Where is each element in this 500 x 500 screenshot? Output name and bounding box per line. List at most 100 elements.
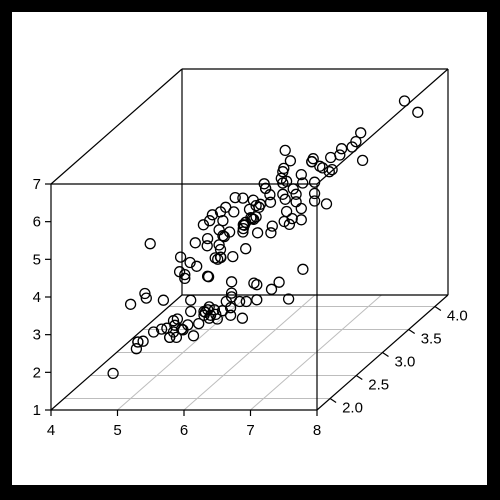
data-point xyxy=(295,214,307,226)
data-point xyxy=(137,335,149,347)
y-tick-label-3.5: 3.5 xyxy=(421,331,442,348)
data-point xyxy=(197,219,210,231)
data-point xyxy=(218,230,230,243)
data-point xyxy=(233,295,246,308)
data-point xyxy=(157,294,170,306)
data-point xyxy=(334,149,346,161)
data-point xyxy=(201,240,213,252)
data-point xyxy=(214,251,227,263)
data-point xyxy=(297,263,309,275)
y-tick-3.5 xyxy=(408,329,416,334)
y-tick-2.5 xyxy=(355,375,363,380)
data-point xyxy=(253,201,265,213)
data-point xyxy=(167,315,180,327)
data-point xyxy=(184,256,196,269)
data-point xyxy=(277,177,289,189)
data-point xyxy=(227,250,239,263)
data-point xyxy=(248,277,260,289)
x-tick-label-8: 8 xyxy=(313,422,321,439)
data-point xyxy=(175,323,188,335)
data-point xyxy=(283,218,296,231)
y-tick-label-4.0: 4.0 xyxy=(447,308,468,325)
data-point xyxy=(266,220,278,232)
data-point xyxy=(202,271,215,283)
x-tick-label-5: 5 xyxy=(113,422,121,439)
data-point xyxy=(124,298,137,310)
data-point xyxy=(224,309,237,321)
data-point xyxy=(220,201,232,213)
data-point xyxy=(297,177,309,189)
data-point xyxy=(279,144,291,157)
data-point xyxy=(284,155,297,167)
z-tick-label-6: 6 xyxy=(33,214,41,231)
y-tick-2.0 xyxy=(329,398,337,403)
axis-ticks xyxy=(45,183,442,416)
data-point xyxy=(265,227,277,239)
y-tick-label-2.0: 2.0 xyxy=(342,400,363,417)
data-point xyxy=(179,272,191,285)
data-point xyxy=(209,252,221,264)
data-point xyxy=(211,313,223,325)
data-point xyxy=(179,268,191,281)
z-tick-label-3: 3 xyxy=(33,327,41,344)
data-point xyxy=(356,154,369,167)
data-point xyxy=(295,202,307,215)
data-point xyxy=(139,287,151,300)
data-point xyxy=(308,176,321,188)
data-point xyxy=(147,326,160,338)
data-point xyxy=(213,239,225,251)
data-point xyxy=(217,230,229,242)
data-point xyxy=(280,205,293,218)
data-point xyxy=(277,188,289,200)
data-point xyxy=(201,232,214,245)
plot-box xyxy=(50,68,449,411)
tick-labels: 4 5 6 7 8 2.0 2.5 3.0 3.5 4.0 1 2 3 4 5 6 7 xyxy=(33,176,468,439)
data-point xyxy=(251,227,264,239)
data-point xyxy=(185,294,197,306)
data-point xyxy=(132,336,144,348)
data-point xyxy=(258,178,270,190)
data-point xyxy=(273,276,285,288)
z-tick-label-2: 2 xyxy=(33,364,41,381)
data-point xyxy=(282,293,295,305)
plot-panel: 4 5 6 7 8 2.0 2.5 3.0 3.5 4.0 1 2 3 4 5 6 7 xyxy=(12,12,487,485)
scatter-3d-chart: 4 5 6 7 8 2.0 2.5 3.0 3.5 4.0 1 2 3 4 5 6 7 xyxy=(33,68,468,439)
x-tick-label-6: 6 xyxy=(180,422,188,439)
data-point xyxy=(251,294,263,306)
data-point xyxy=(187,330,200,342)
z-tick-label-4: 4 xyxy=(33,289,41,306)
data-point xyxy=(236,312,249,324)
data-point xyxy=(225,287,238,299)
y-tick-4.0 xyxy=(434,306,442,311)
data-point xyxy=(193,317,205,330)
data-point xyxy=(323,166,335,178)
data-point xyxy=(398,95,411,107)
data-point xyxy=(240,243,252,255)
data-point xyxy=(237,219,249,231)
z-tick-label-1: 1 xyxy=(33,402,41,419)
data-point xyxy=(203,312,215,324)
data-point xyxy=(412,106,424,118)
data-point xyxy=(306,156,318,168)
data-point xyxy=(214,243,227,256)
data-point xyxy=(320,198,333,210)
data-point xyxy=(287,183,299,195)
data-point xyxy=(290,188,302,200)
z-tick-label-5: 5 xyxy=(33,251,41,268)
data-point xyxy=(130,343,143,355)
y-tick-label-2.5: 2.5 xyxy=(368,377,389,394)
data-point xyxy=(326,163,338,176)
data-point xyxy=(265,283,278,295)
data-point xyxy=(278,162,290,175)
y-tick-3.0 xyxy=(382,352,389,357)
data-point xyxy=(240,295,252,308)
data-point xyxy=(335,143,348,155)
box-edge-8 xyxy=(50,294,183,411)
data-point xyxy=(325,151,337,164)
data-point xyxy=(191,260,203,272)
data-point xyxy=(220,295,232,308)
box-edge-11 xyxy=(316,68,449,185)
data-point xyxy=(295,168,307,181)
data-point xyxy=(170,331,183,344)
